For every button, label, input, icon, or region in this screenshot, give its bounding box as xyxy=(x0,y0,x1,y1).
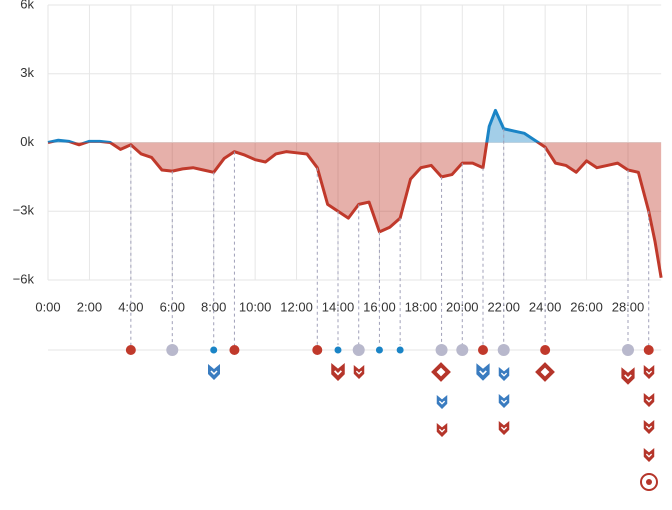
y-tick-label: 3k xyxy=(20,65,34,80)
event-dot xyxy=(540,345,551,355)
icon xyxy=(431,362,451,382)
y-tick-label: −6k xyxy=(13,271,35,286)
x-tick-label: 10:00 xyxy=(239,299,272,314)
event-dot xyxy=(334,346,342,354)
icon xyxy=(330,362,346,382)
event-dot xyxy=(312,345,323,355)
icon xyxy=(436,394,448,410)
x-tick-label: 18:00 xyxy=(405,299,438,314)
x-tick-label: 6:00 xyxy=(160,299,185,314)
x-tick-label: 14:00 xyxy=(322,299,355,314)
icon xyxy=(643,447,655,463)
icon xyxy=(498,393,510,409)
icon xyxy=(643,392,655,408)
icon xyxy=(643,419,655,435)
event-icons xyxy=(207,362,658,491)
event-dot xyxy=(229,345,240,355)
icon xyxy=(646,479,652,485)
x-tick-label: 0:00 xyxy=(35,299,60,314)
x-tick-label: 12:00 xyxy=(280,299,313,314)
y-tick-label: 0k xyxy=(20,134,34,149)
icon xyxy=(640,473,658,491)
event-dot xyxy=(478,345,488,355)
icon xyxy=(498,366,510,382)
event-dot xyxy=(352,344,365,356)
event-dot xyxy=(435,344,448,356)
icon xyxy=(498,420,510,436)
event-dot xyxy=(210,346,218,354)
event-dot xyxy=(396,346,404,354)
icon xyxy=(207,363,221,381)
icon xyxy=(535,362,555,382)
area-positive xyxy=(48,110,662,143)
line-negative xyxy=(48,142,663,278)
event-dot xyxy=(456,344,469,356)
x-tick-label: 26:00 xyxy=(570,299,603,314)
x-tick-label: 22:00 xyxy=(487,299,520,314)
x-tick-label: 28:00 xyxy=(612,299,645,314)
x-tick-label: 20:00 xyxy=(446,299,479,314)
area-negative xyxy=(48,142,662,278)
x-tick-label: 2:00 xyxy=(77,299,102,314)
event-dot xyxy=(497,344,510,356)
icon xyxy=(475,362,491,382)
icon xyxy=(436,422,448,438)
x-tick-label: 24:00 xyxy=(529,299,562,314)
icon xyxy=(643,364,655,380)
y-tick-label: −3k xyxy=(13,203,35,218)
x-tick-label: 16:00 xyxy=(363,299,396,314)
event-dot xyxy=(622,344,634,356)
icon xyxy=(620,366,636,386)
event-dot xyxy=(643,345,654,355)
event-dot xyxy=(125,345,136,355)
event-dot xyxy=(166,344,179,356)
event-dot xyxy=(375,346,383,354)
icon xyxy=(353,364,365,380)
y-tick-label: 6k xyxy=(20,0,34,11)
